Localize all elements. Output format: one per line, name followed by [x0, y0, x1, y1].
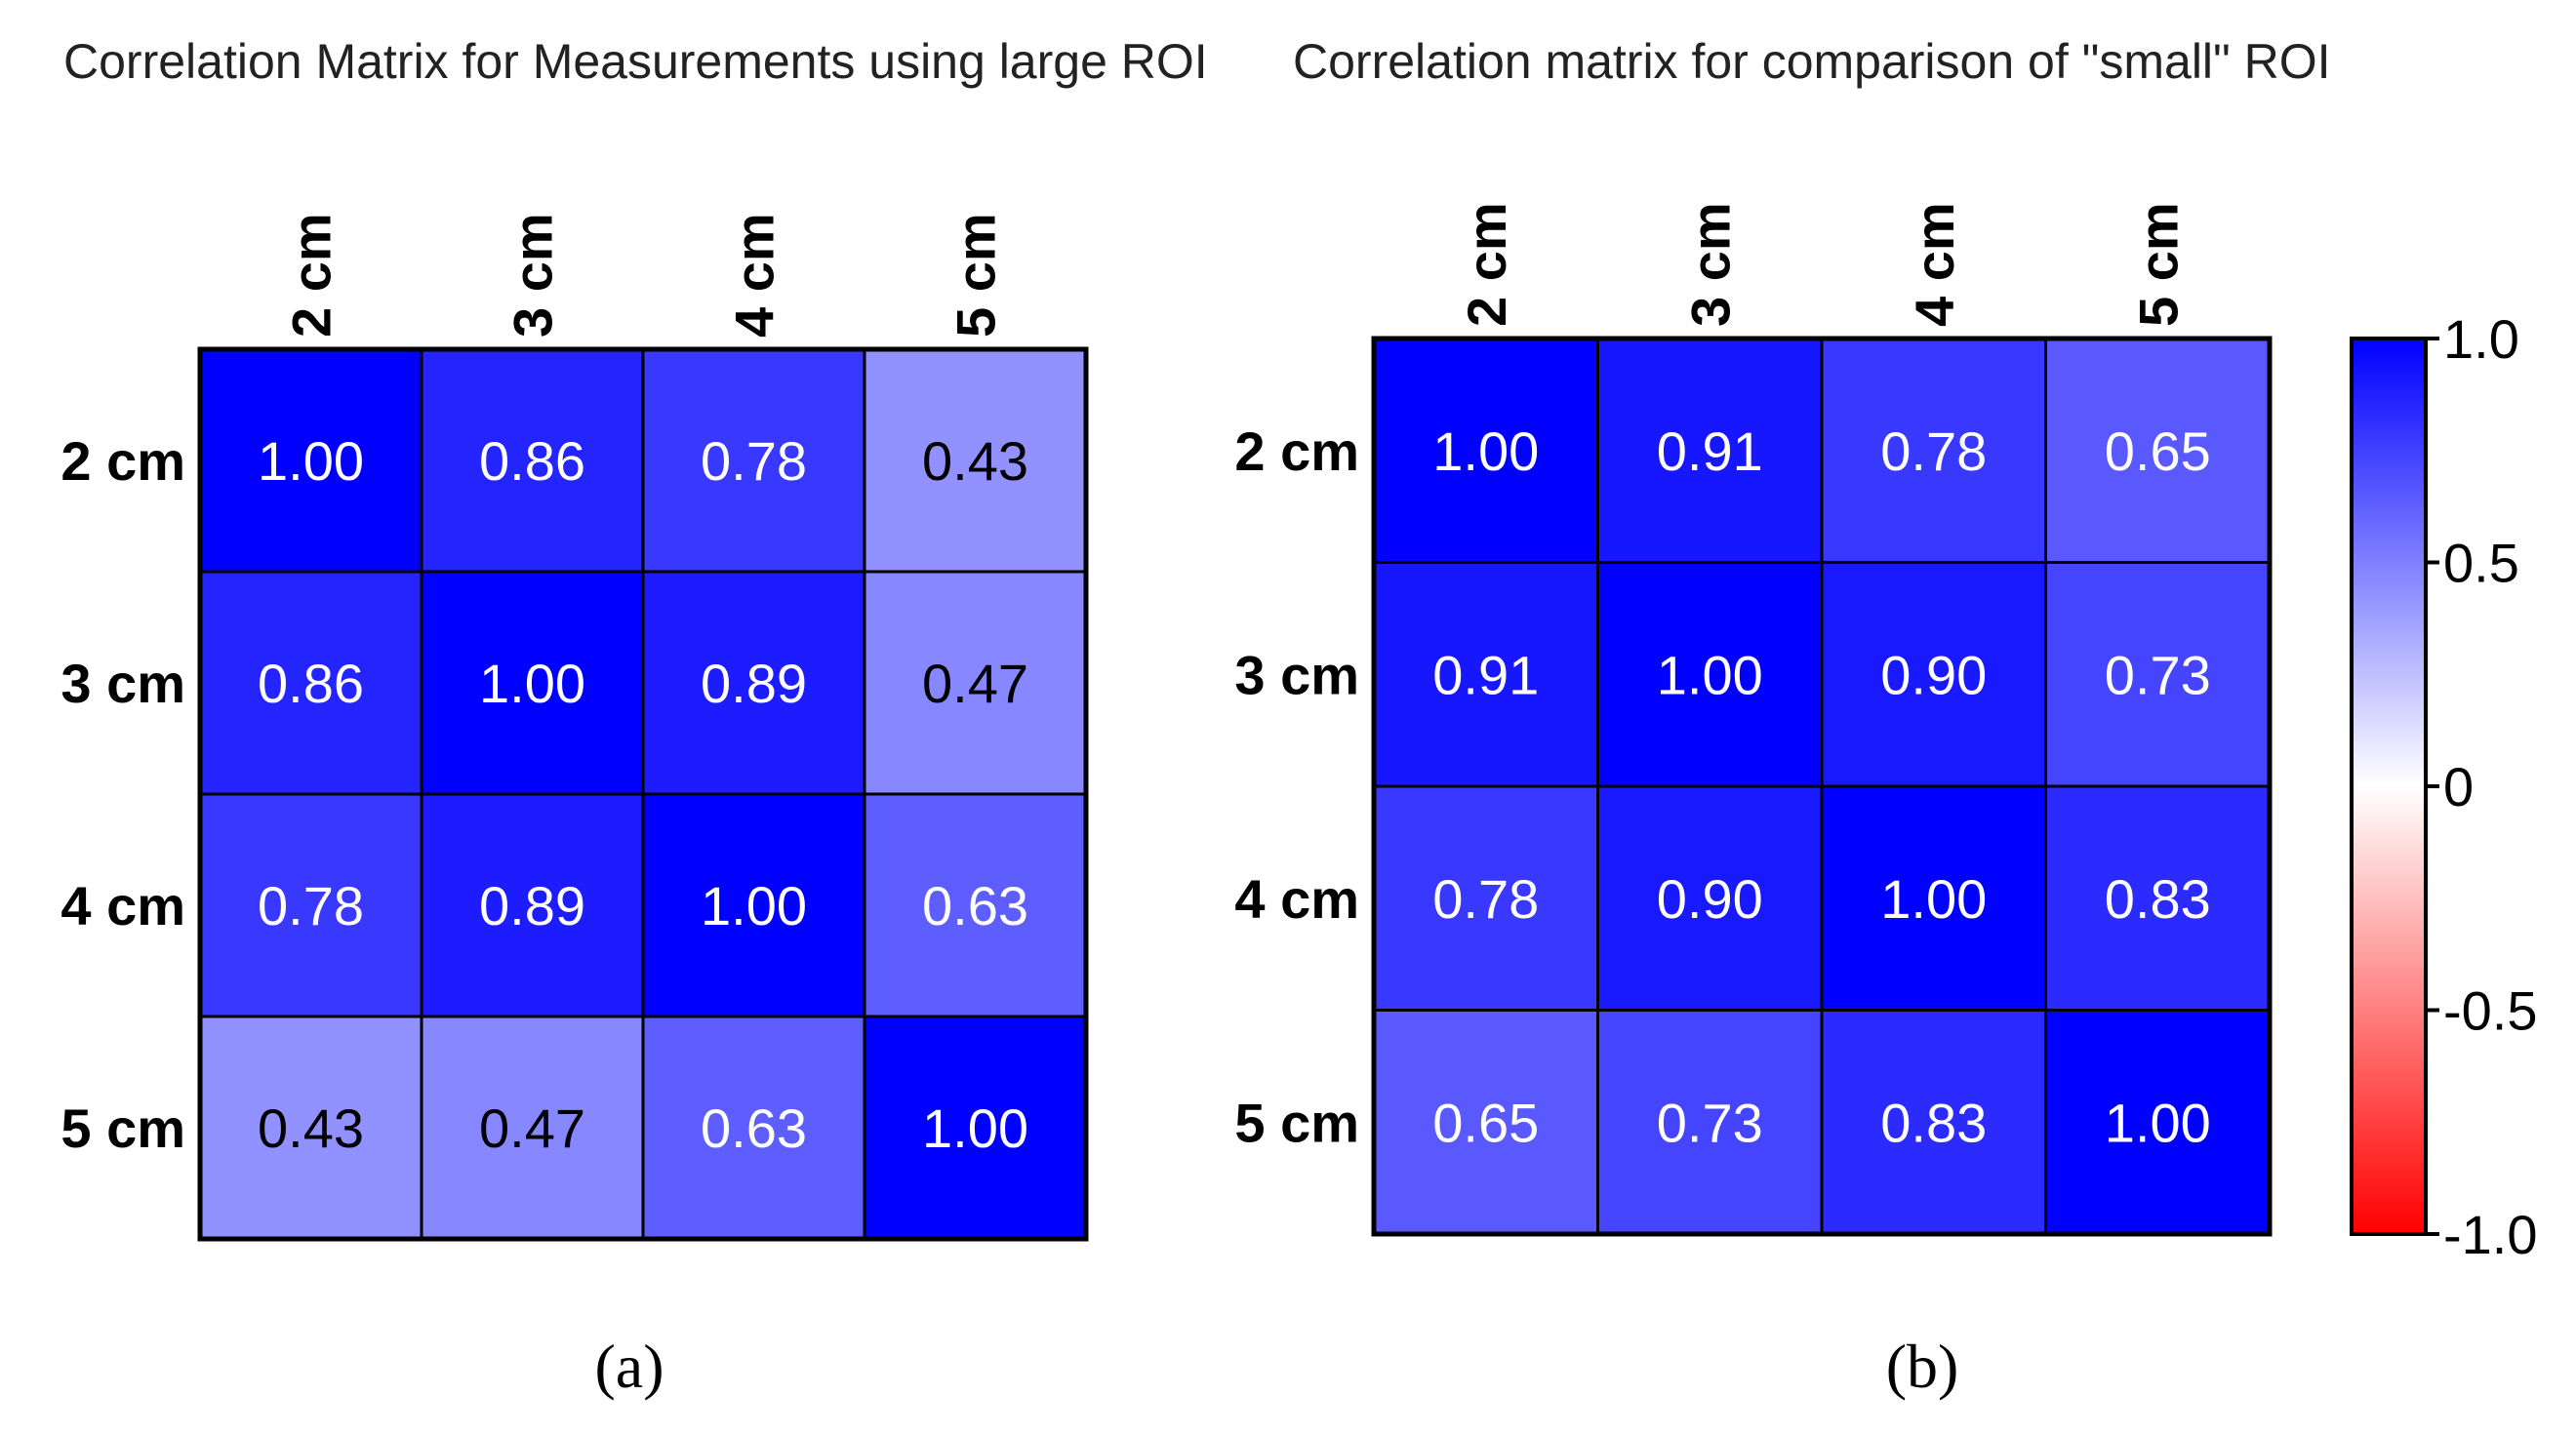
- cell-value-label: 0.83: [2105, 868, 2211, 930]
- cell-value-label: 0.86: [258, 653, 364, 714]
- cell-value-label: 0.73: [2105, 644, 2211, 705]
- colorbar-tick-label: 1.0: [2443, 308, 2519, 370]
- colorbar-tick-label: -1.0: [2443, 1204, 2538, 1265]
- cell-value-label: 0.43: [922, 430, 1028, 492]
- heatmap-cell: [198, 570, 423, 796]
- column-label: 4 cm: [724, 213, 785, 338]
- panel-a-large-roi: Correlation Matrix for Measurements usin…: [60, 34, 1207, 1401]
- row-label: 5 cm: [60, 1097, 185, 1159]
- cell-value-label: 1.00: [1657, 644, 1763, 705]
- row-label: 2 cm: [1234, 420, 1359, 482]
- cell-value-label: 1.00: [1432, 420, 1539, 482]
- heatmap-cell: [420, 570, 645, 796]
- panel-b-caption: (b): [1886, 1332, 1959, 1401]
- colorbar-gradient: [2350, 337, 2428, 1236]
- heatmap-cell: [420, 792, 645, 1018]
- colorbar: 1.0 0.5 0 -0.5 -1.0: [2350, 308, 2538, 1265]
- heatmap-cell: [863, 1015, 1088, 1241]
- panel-b-title: Correlation matrix for comparison of "sm…: [1293, 34, 2331, 89]
- cell-value-label: 0.78: [1880, 420, 1987, 482]
- heatmap-cell: [863, 347, 1088, 574]
- heatmap-cell: [1820, 784, 2047, 1012]
- panel-a-caption: (a): [594, 1332, 664, 1401]
- cell-value-label: 1.00: [922, 1097, 1028, 1159]
- cell-value-label: 0.73: [1657, 1092, 1763, 1153]
- heatmap-cell: [198, 1015, 423, 1241]
- heatmap-cell: [1596, 337, 1824, 564]
- heatmap-cell: [1372, 561, 1599, 788]
- colorbar-tick-label: 0.5: [2443, 533, 2519, 594]
- column-label: 3 cm: [503, 213, 564, 338]
- column-label: 3 cm: [1679, 202, 1741, 327]
- panel-b-heatmap: 1.00 0.91 0.78 0.65 0.91 1.00 0.90 0.73 0.78 0.90…: [1234, 202, 2273, 1237]
- cell-value-label: 0.86: [479, 430, 585, 492]
- column-label: 4 cm: [1904, 202, 1965, 327]
- cell-value-label: 1.00: [258, 430, 364, 492]
- column-label: 5 cm: [2127, 202, 2189, 327]
- cell-value-label: 0.89: [701, 653, 807, 714]
- heatmap-cell: [420, 347, 645, 574]
- cell-value-label: 0.43: [258, 1097, 364, 1159]
- heatmap-cell: [1596, 1009, 1824, 1236]
- colorbar-tick-label: -0.5: [2443, 980, 2538, 1042]
- heatmap-cell: [1596, 784, 1824, 1012]
- cell-value-label: 1.00: [479, 653, 585, 714]
- heatmap-border: [197, 346, 1089, 1242]
- cell-value-label: 0.78: [1432, 868, 1539, 930]
- row-label: 5 cm: [1234, 1092, 1359, 1153]
- cell-value-label: 0.47: [479, 1097, 585, 1159]
- cell-value-label: 1.00: [1880, 868, 1987, 930]
- row-label: 3 cm: [1234, 644, 1359, 705]
- cell-value-label: 0.65: [1432, 1092, 1539, 1153]
- row-label: 2 cm: [60, 430, 185, 492]
- cell-value-label: 0.63: [922, 875, 1028, 937]
- cell-value-label: 0.65: [2105, 420, 2211, 482]
- heatmap-cell: [1820, 1009, 2047, 1236]
- panel-b-small-roi: Correlation matrix for comparison of "sm…: [1234, 34, 2330, 1401]
- row-label: 4 cm: [1234, 868, 1359, 930]
- cell-value-label: 0.90: [1657, 868, 1763, 930]
- heatmap-cell: [1596, 561, 1824, 788]
- cell-value-label: 1.00: [2105, 1092, 2211, 1153]
- column-label: 2 cm: [281, 213, 342, 338]
- heatmap-cell: [863, 570, 1088, 796]
- heatmap-cell: [863, 792, 1088, 1018]
- cell-value-label: 0.91: [1657, 420, 1763, 482]
- row-label: 4 cm: [60, 875, 185, 937]
- row-label: 3 cm: [60, 653, 185, 714]
- heatmap-cell: [1820, 561, 2047, 788]
- colorbar-tick-label: 0: [2443, 756, 2474, 817]
- cell-value-label: 0.63: [701, 1097, 807, 1159]
- cell-value-label: 0.78: [701, 430, 807, 492]
- panel-a-heatmap: 1.00 0.86 0.78 0.43 0.86 1.00 0.89 0.47 0.78 0.89…: [60, 213, 1089, 1242]
- column-label: 5 cm: [946, 213, 1007, 338]
- column-label: 2 cm: [1456, 202, 1517, 327]
- heatmap-cell: [1372, 1009, 1599, 1236]
- cell-value-label: 0.83: [1880, 1092, 1987, 1153]
- heatmap-border: [1371, 336, 2273, 1237]
- panel-a-title: Correlation Matrix for Measurements usin…: [63, 34, 1208, 89]
- heatmap-cell: [198, 347, 423, 574]
- cell-value-label: 1.00: [701, 875, 807, 937]
- cell-value-label: 0.78: [258, 875, 364, 937]
- heatmap-cell: [420, 1015, 645, 1241]
- cell-value-label: 0.89: [479, 875, 585, 937]
- cell-value-label: 0.91: [1432, 644, 1539, 705]
- cell-value-label: 0.90: [1880, 644, 1987, 705]
- cell-value-label: 0.47: [922, 653, 1028, 714]
- heatmap-cell: [2044, 1009, 2272, 1236]
- colorbar-ticks: 1.0 0.5 0 -0.5 -1.0: [2426, 308, 2538, 1265]
